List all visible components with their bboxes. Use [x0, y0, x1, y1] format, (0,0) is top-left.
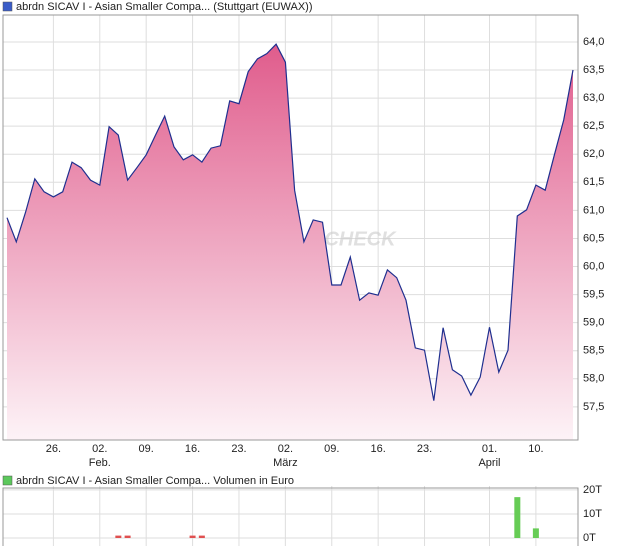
x-month-label: April [478, 457, 500, 469]
x-tick-label: 26. [46, 443, 61, 455]
watermark: CHECK [324, 228, 397, 250]
x-tick-label: 02. [278, 443, 293, 455]
bar [115, 535, 122, 538]
area [7, 44, 573, 440]
y-tick-label: 20T [583, 484, 602, 496]
bar [124, 535, 131, 538]
x-month-label: Feb. [89, 457, 111, 469]
x-tick-label: 16. [185, 443, 200, 455]
legend-swatch [2, 475, 13, 486]
y-tick-label: 62,0 [583, 148, 604, 160]
line [6, 43, 574, 401]
y-tick-label: 59,0 [583, 317, 604, 329]
chart-title: abrdn SICAV I - Asian Smaller Compa... (… [16, 1, 312, 13]
y-tick-label: 59,5 [583, 288, 604, 300]
y-tick-label: 63,0 [583, 92, 604, 104]
x-tick-label: 10. [528, 443, 543, 455]
x-tick-label: 09. [139, 443, 154, 455]
y-tick-label: 0T [583, 532, 596, 544]
y-tick-label: 64,0 [583, 36, 604, 48]
x-tick-label: 23. [417, 443, 432, 455]
y-tick-label: 63,5 [583, 64, 604, 76]
bar [532, 528, 539, 538]
y-tick-label: 60,0 [583, 260, 604, 272]
x-tick-label: 09. [324, 443, 339, 455]
y-tick-label: 61,0 [583, 204, 604, 216]
y-tick-label: 58,0 [583, 373, 604, 385]
x-tick-label: 23. [231, 443, 246, 455]
bar [189, 535, 196, 538]
x-tick-label: 02. [92, 443, 107, 455]
bar [514, 497, 521, 538]
chart-title: abrdn SICAV I - Asian Smaller Compa... V… [16, 475, 294, 487]
legend-swatch [2, 1, 13, 12]
x-month-label: März [273, 457, 297, 469]
y-tick-label: 62,5 [583, 120, 604, 132]
x-tick-label: 16. [370, 443, 385, 455]
plot-frame [2, 487, 579, 546]
y-tick-label: 58,5 [583, 345, 604, 357]
y-tick-label: 57,5 [583, 401, 604, 413]
plot-frame [2, 14, 579, 441]
y-tick-label: 61,5 [583, 176, 604, 188]
y-tick-label: 10T [583, 508, 602, 520]
x-tick-label: 01. [482, 443, 497, 455]
bar [198, 535, 205, 538]
y-tick-label: 60,5 [583, 232, 604, 244]
